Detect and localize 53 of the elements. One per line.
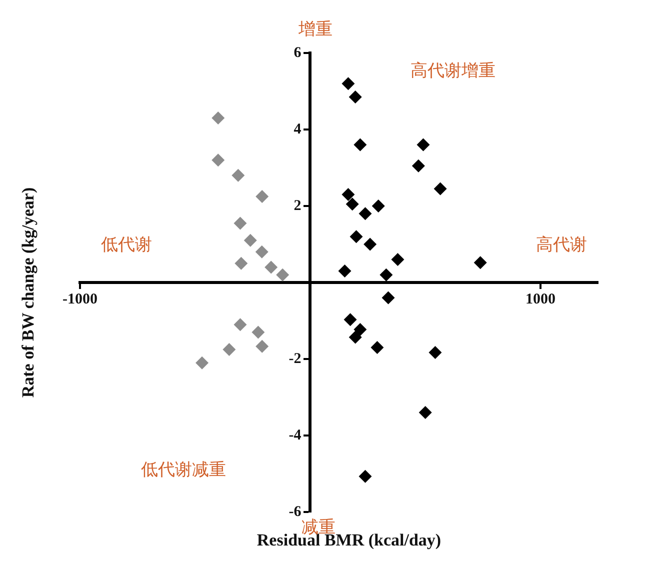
point — [342, 77, 355, 90]
point — [434, 182, 447, 196]
point — [364, 238, 377, 251]
point — [412, 159, 425, 172]
point — [212, 112, 225, 125]
y-tick-label: -2 — [288, 350, 302, 367]
text: 增重 — [298, 19, 333, 40]
point — [256, 190, 269, 203]
point — [256, 340, 269, 353]
x-tick-label: 1000 — [525, 291, 556, 308]
annotation: 高代谢增重 — [410, 60, 496, 81]
point — [354, 138, 367, 152]
point — [370, 341, 384, 354]
point — [350, 230, 363, 244]
annotation: 低代谢 — [101, 235, 152, 256]
point — [244, 234, 257, 247]
point — [474, 256, 487, 270]
point — [338, 264, 352, 278]
point — [358, 207, 372, 220]
y-tick-label: 2 — [294, 198, 302, 214]
point — [264, 260, 278, 274]
y-tick-label: -4 — [288, 427, 302, 444]
y-axis-title: Rate of BW change (kg/year) — [18, 187, 38, 398]
point — [234, 318, 247, 332]
point — [391, 253, 404, 266]
point — [212, 154, 225, 167]
annotation: 低代谢减重 — [141, 460, 226, 480]
point — [416, 138, 430, 152]
point — [276, 268, 290, 282]
point — [344, 313, 357, 326]
point — [234, 256, 248, 270]
y-tick-label: 4 — [294, 121, 302, 138]
point — [358, 470, 372, 483]
point — [348, 330, 362, 344]
point — [354, 323, 367, 336]
point — [372, 200, 385, 212]
point — [255, 245, 268, 258]
y-tick-label: 6 — [294, 44, 302, 61]
point — [380, 268, 393, 282]
x-tick-label: -1000 — [62, 291, 98, 308]
point — [252, 326, 265, 339]
point — [222, 342, 236, 356]
point — [232, 168, 245, 182]
point — [382, 291, 395, 304]
annotation: 高代谢 — [536, 235, 588, 256]
point — [342, 188, 355, 202]
point — [234, 216, 247, 230]
point — [196, 356, 209, 370]
point — [428, 346, 442, 359]
point — [418, 406, 432, 420]
point — [346, 198, 359, 211]
y-tick-label: -6 — [288, 504, 302, 520]
point — [348, 90, 362, 104]
